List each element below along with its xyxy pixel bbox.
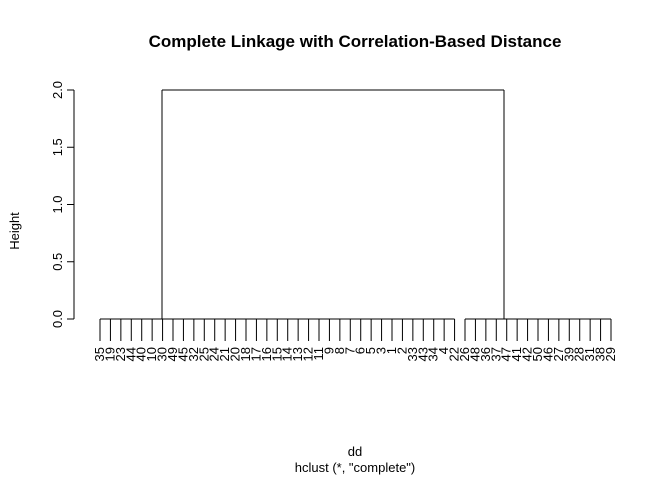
leaf-label: 48 <box>467 347 482 361</box>
leaf-label: 29 <box>603 347 618 361</box>
y-tick-label: 2.0 <box>50 81 65 99</box>
y-axis: 0.0 0.5 1.0 1.5 2.0 <box>50 81 75 328</box>
leaf-label: 37 <box>488 347 503 361</box>
leaf-label: 38 <box>593 347 608 361</box>
y-tick-label: 0.5 <box>50 253 65 271</box>
leaf-label: 2 <box>394 347 409 354</box>
leaf-label: 15 <box>269 347 284 361</box>
leaf-label: 35 <box>92 347 107 361</box>
leaf-label: 40 <box>134 347 149 361</box>
chart-title: Complete Linkage with Correlation-Based … <box>149 32 562 51</box>
leaf-label: 30 <box>155 347 170 361</box>
leaf-label: 8 <box>332 347 347 354</box>
leaf-label: 34 <box>426 347 441 361</box>
leaf-label: 49 <box>165 347 180 361</box>
leaf-labels: 3519234440103049453225242120181716151413… <box>92 347 618 361</box>
leaf-label: 43 <box>415 347 430 361</box>
leaf-label: 23 <box>113 347 128 361</box>
leaf-label: 44 <box>123 347 138 361</box>
x-axis-label: dd <box>348 444 362 459</box>
y-tick-label: 1.0 <box>50 195 65 213</box>
leaf-label: 24 <box>207 347 222 361</box>
leaf-label: 12 <box>301 347 316 361</box>
y-axis-label: Height <box>7 212 22 250</box>
leaf-label: 25 <box>196 347 211 361</box>
y-tick-label: 0.0 <box>50 310 65 328</box>
leaf-label: 22 <box>447 347 462 361</box>
leaf-label: 10 <box>144 347 159 361</box>
leaf-label: 3 <box>374 347 389 354</box>
leaf-label: 45 <box>175 347 190 361</box>
leaf-label: 9 <box>321 347 336 354</box>
leaf-label: 32 <box>186 347 201 361</box>
leaf-label: 50 <box>530 347 545 361</box>
leaf-label: 26 <box>457 347 472 361</box>
leaf-label: 36 <box>478 347 493 361</box>
leaf-label: 20 <box>228 347 243 361</box>
leaf-label: 33 <box>405 347 420 361</box>
leaf-label: 21 <box>217 347 232 361</box>
y-tick-label: 1.5 <box>50 138 65 156</box>
dendrogram-tree <box>99 89 612 341</box>
leaf-label: 18 <box>238 347 253 361</box>
leaf-label: 47 <box>499 347 514 361</box>
leaf-label: 16 <box>259 347 274 361</box>
leaf-label: 27 <box>551 347 566 361</box>
leaf-label: 1 <box>384 347 399 354</box>
leaf-label: 42 <box>520 347 535 361</box>
leaf-label: 14 <box>280 347 295 361</box>
x-axis-subtitle: hclust (*, "complete") <box>295 460 416 475</box>
leaf-label: 19 <box>102 347 117 361</box>
leaf-label: 11 <box>311 347 326 361</box>
leaf-label: 7 <box>342 347 357 354</box>
leaf-label: 6 <box>353 347 368 354</box>
leaf-label: 17 <box>248 347 263 361</box>
leaf-label: 4 <box>436 347 451 354</box>
leaf-label: 46 <box>540 347 555 361</box>
leaf-label: 31 <box>582 347 597 361</box>
leaf-label: 13 <box>290 347 305 361</box>
leaf-label: 39 <box>561 347 576 361</box>
leaf-label: 5 <box>363 347 378 354</box>
leaf-label: 28 <box>572 347 587 361</box>
leaf-label: 41 <box>509 347 524 361</box>
